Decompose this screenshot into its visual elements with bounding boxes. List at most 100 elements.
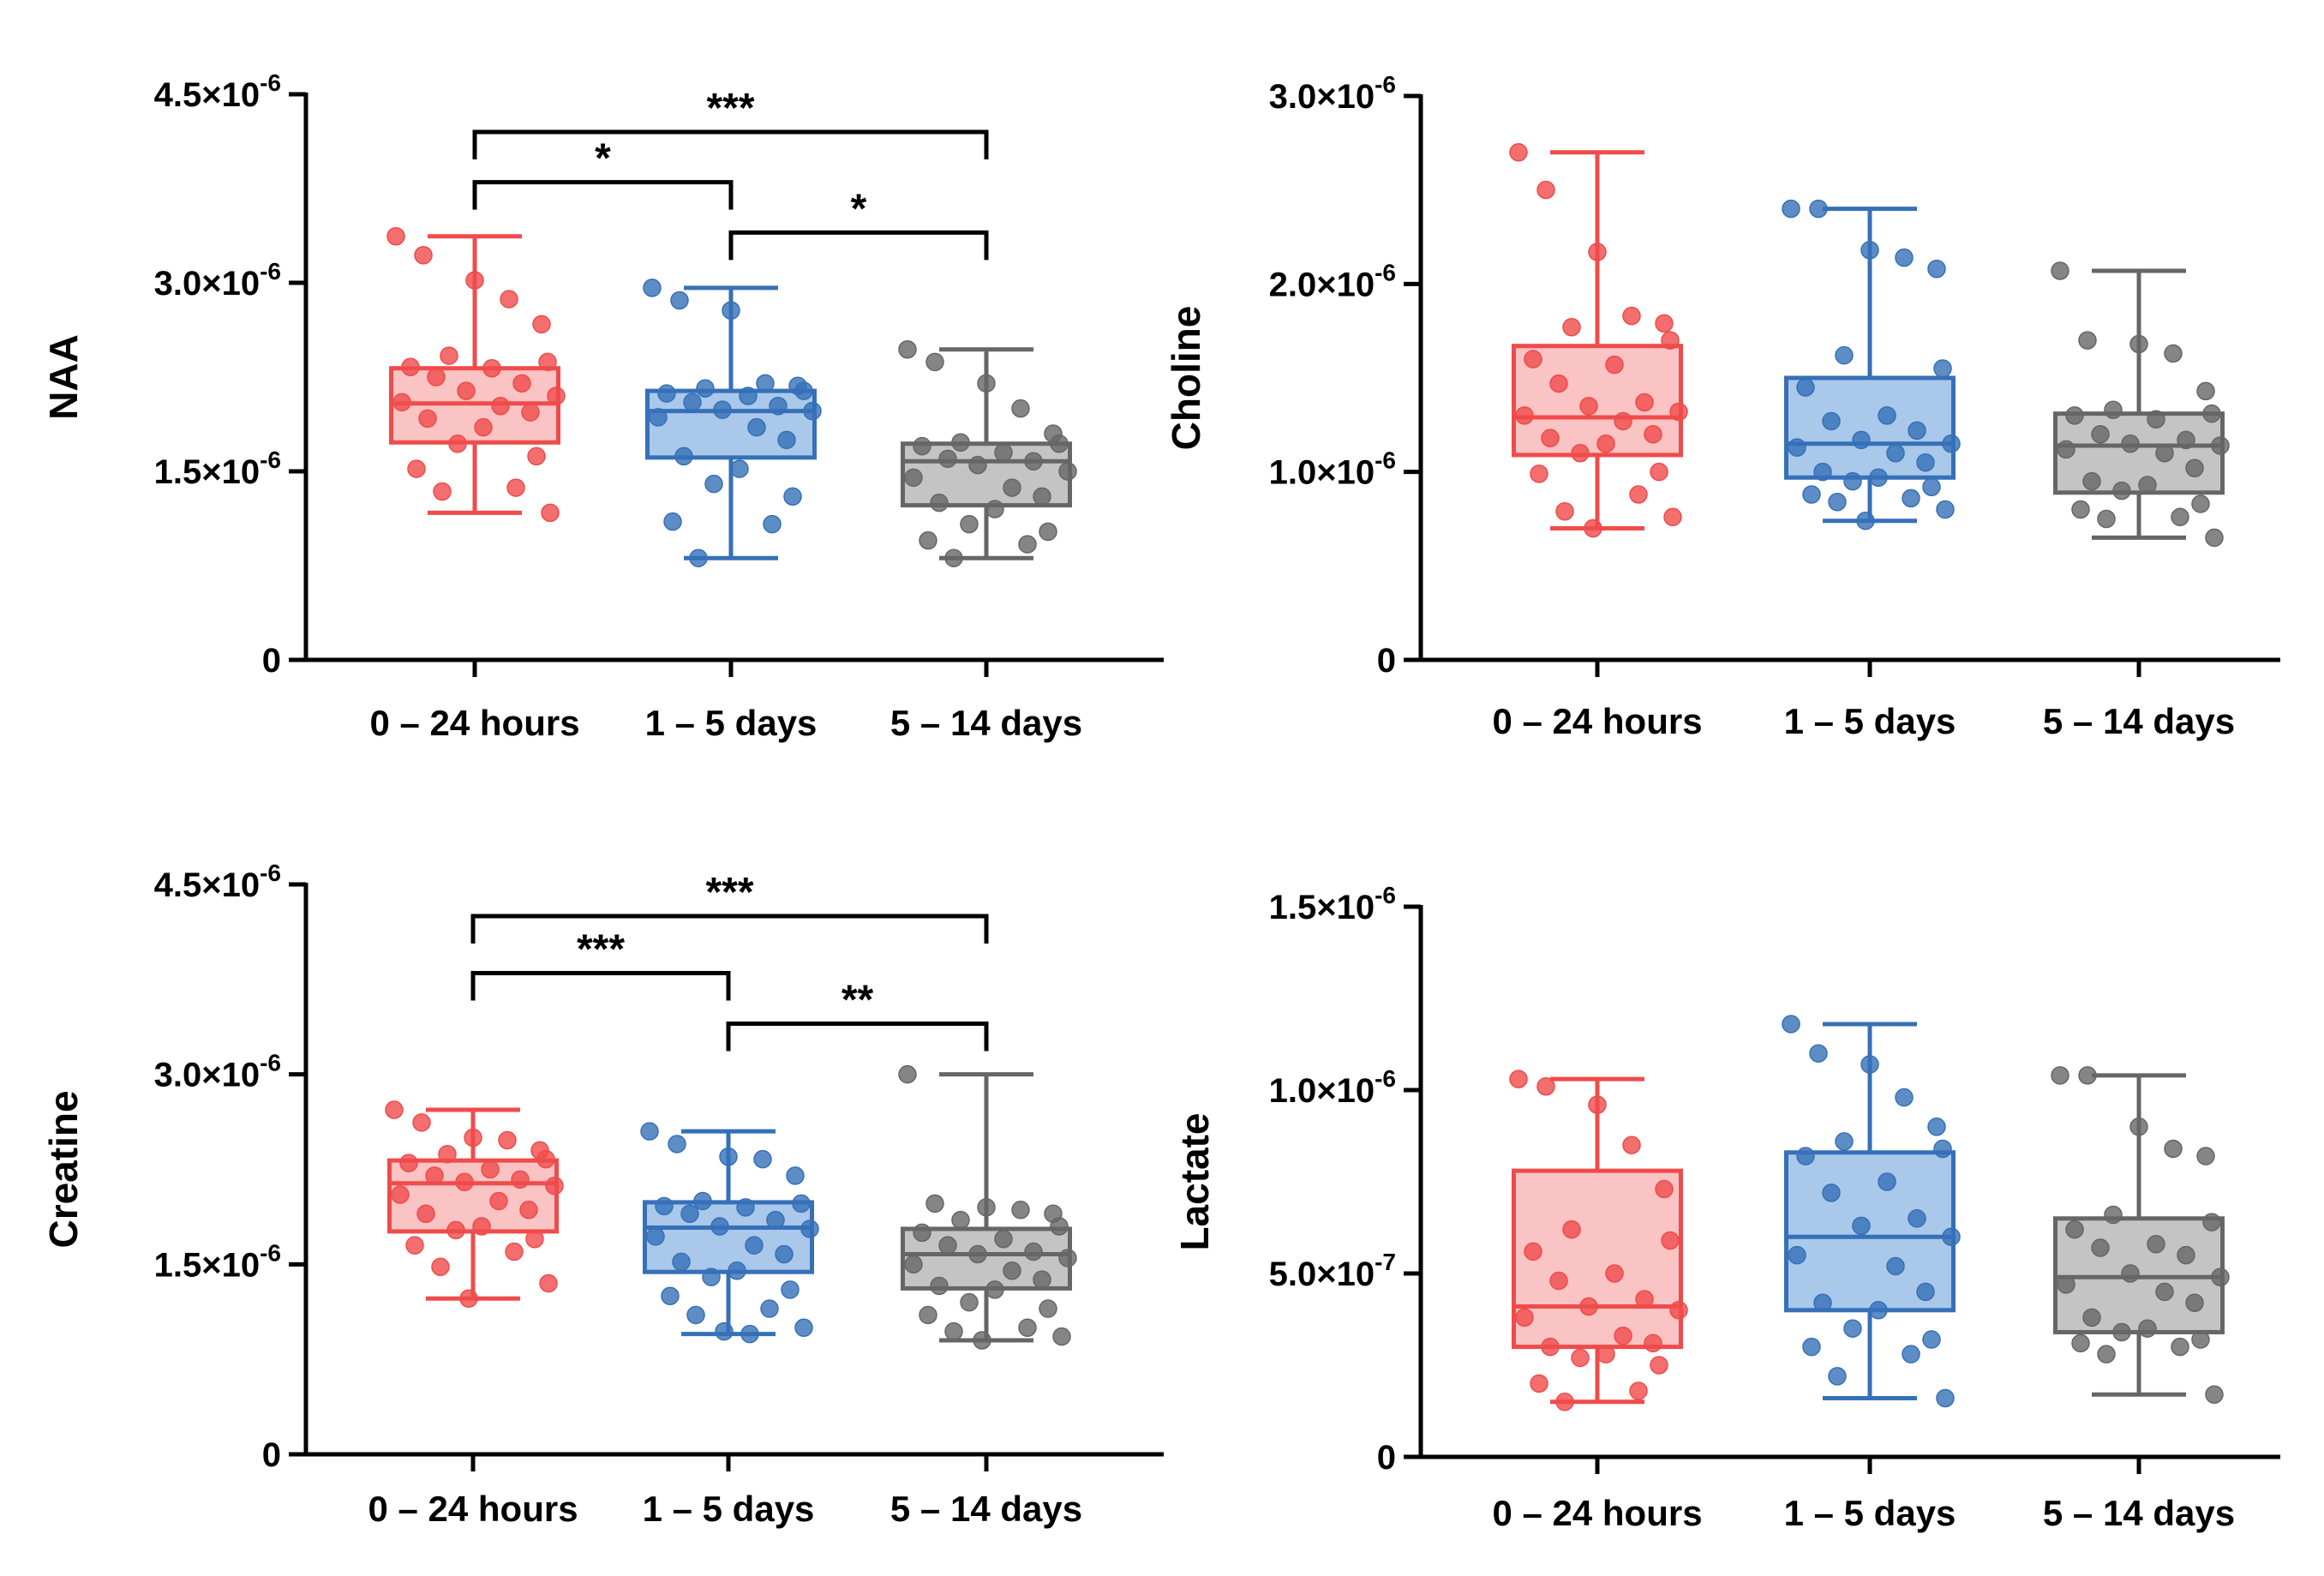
data-point — [2078, 331, 2097, 350]
data-point — [541, 503, 560, 523]
data-point — [446, 1220, 465, 1240]
data-point — [481, 1160, 500, 1179]
data-point — [2164, 1139, 2183, 1159]
data-point — [1922, 477, 1941, 496]
data-point — [657, 384, 676, 403]
data-point — [777, 430, 796, 450]
data-point — [538, 352, 557, 372]
data-point — [985, 1280, 1004, 1299]
data-point — [2104, 1205, 2123, 1225]
y-axis-label: Choline — [1164, 306, 1208, 451]
data-point — [521, 403, 540, 422]
data-point — [1796, 1147, 1815, 1166]
data-point — [482, 358, 501, 378]
data-point — [1650, 462, 1668, 482]
data-point — [1663, 507, 1682, 527]
data-point — [740, 1324, 759, 1344]
data-point — [686, 1305, 705, 1325]
data-point — [1536, 180, 1555, 200]
data-point — [747, 417, 766, 437]
data-point — [661, 1286, 680, 1306]
data-point — [689, 548, 708, 567]
box-series-1 — [1782, 199, 1961, 530]
data-point — [944, 1321, 963, 1341]
data-point — [433, 482, 452, 501]
data-point — [919, 1305, 937, 1325]
data-point — [1003, 478, 1021, 497]
data-point — [1916, 452, 1935, 472]
data-point — [1822, 1183, 1841, 1202]
data-point — [904, 468, 923, 488]
data-point — [1788, 1245, 1806, 1265]
data-point — [693, 1191, 712, 1211]
significance-label: *** — [577, 926, 625, 972]
data-point — [412, 1113, 431, 1132]
data-point — [416, 1204, 435, 1223]
data-point — [405, 1236, 424, 1255]
data-point — [710, 1217, 729, 1236]
data-point — [532, 315, 551, 334]
data-point — [465, 271, 484, 290]
data-point — [960, 1292, 979, 1312]
data-point — [1852, 1216, 1871, 1236]
data-point — [763, 514, 782, 534]
data-point — [2091, 1238, 2110, 1257]
significance-bracket — [470, 914, 989, 944]
data-point — [745, 1236, 764, 1255]
data-point — [1936, 500, 1955, 519]
significance-bracket — [472, 129, 989, 159]
data-point — [1562, 1219, 1581, 1239]
data-point — [683, 393, 702, 412]
significance-bracket — [472, 180, 734, 210]
data-point — [1942, 434, 1961, 453]
data-point — [1655, 314, 1674, 333]
data-point — [696, 379, 715, 398]
x-tick-label: 1 – 5 days — [1784, 1493, 1956, 1533]
y-tick-label: 4.5×10-6 — [154, 860, 281, 904]
data-point — [1922, 1330, 1941, 1349]
data-point — [1908, 1209, 1926, 1228]
data-point — [1605, 355, 1624, 375]
x-tick-label: 5 – 14 days — [890, 1489, 1082, 1529]
data-point — [913, 436, 931, 456]
data-point — [2112, 481, 2131, 500]
data-point — [2065, 1219, 2084, 1239]
data-point — [715, 1321, 734, 1341]
data-point — [1515, 406, 1534, 425]
data-point — [2202, 1213, 2221, 1231]
data-point — [930, 1276, 949, 1296]
significance-label: *** — [705, 870, 753, 915]
data-point — [1033, 487, 1051, 506]
data-point — [1644, 1333, 1662, 1353]
box-series-2 — [898, 1064, 1077, 1350]
data-point — [392, 393, 411, 412]
data-point — [1908, 421, 1926, 440]
x-tick-label: 5 – 14 days — [2043, 1493, 2235, 1533]
data-point — [930, 493, 949, 512]
data-point — [2185, 458, 2204, 478]
data-point — [2155, 1282, 2174, 1302]
data-point — [769, 396, 788, 416]
x-tick-label: 0 – 24 hours — [1492, 701, 1702, 741]
y-tick-label: 0 — [262, 1436, 281, 1474]
data-point — [464, 1128, 482, 1148]
data-point — [1655, 1179, 1674, 1199]
data-point — [2185, 1293, 2204, 1312]
data-point — [913, 1223, 931, 1243]
data-point — [1886, 1256, 1905, 1276]
data-point — [722, 301, 740, 321]
significance-bracket — [470, 970, 731, 1001]
data-point — [2191, 494, 2210, 513]
data-point — [525, 1230, 544, 1249]
data-point — [459, 1289, 478, 1308]
significance-bracket — [726, 1022, 989, 1052]
data-point — [925, 1194, 944, 1213]
data-point — [1822, 411, 1841, 431]
data-point — [1605, 1264, 1624, 1283]
data-point — [1579, 1297, 1598, 1316]
data-point — [1835, 1132, 1854, 1151]
data-point — [1933, 359, 1952, 378]
data-point — [1579, 397, 1598, 416]
data-point — [506, 478, 525, 497]
